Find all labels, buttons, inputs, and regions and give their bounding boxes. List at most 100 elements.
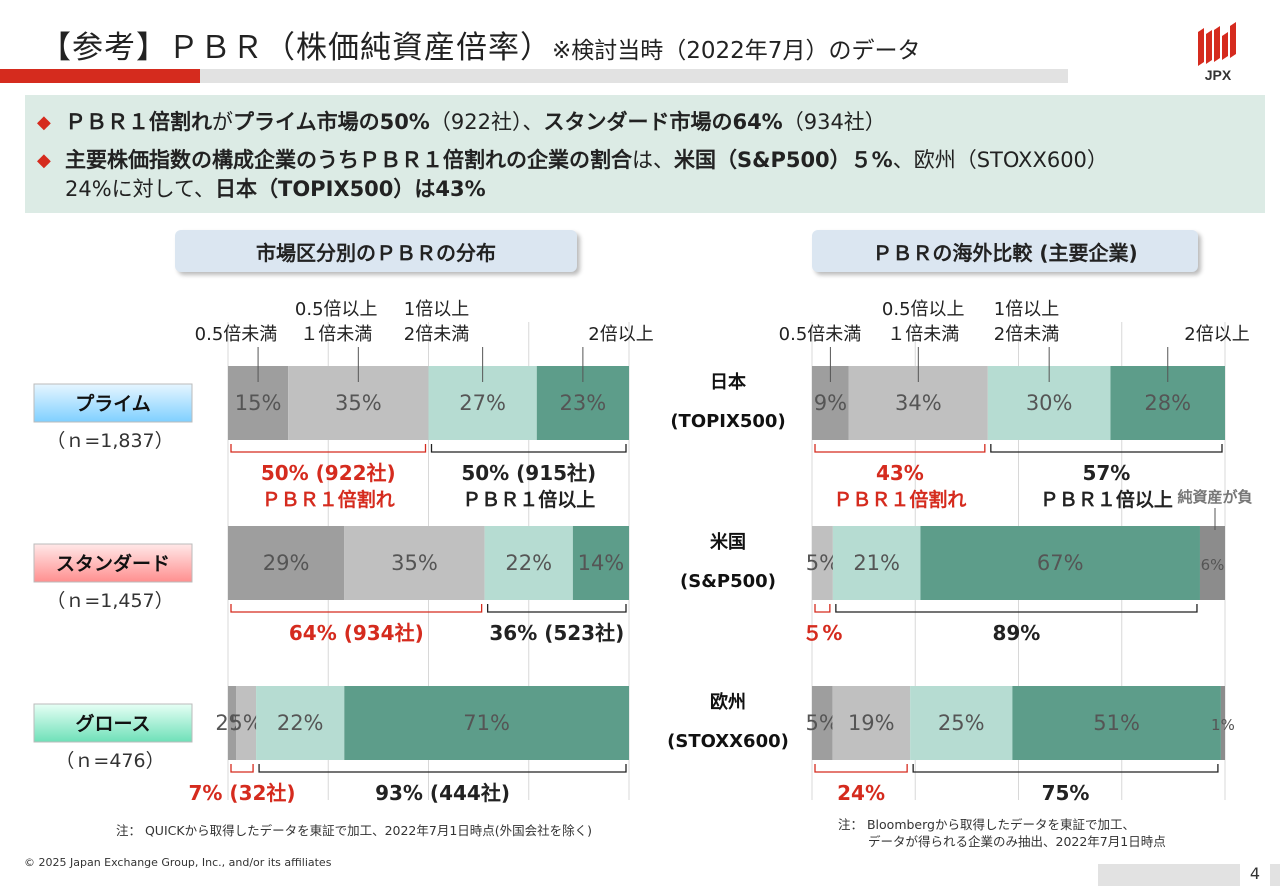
bar-segment — [1220, 686, 1225, 760]
bar-segment — [484, 526, 573, 600]
title-sub: ※検討当時（2022年7月）のデータ — [552, 38, 921, 64]
below-1x-share: 64% (934社) — [289, 621, 424, 645]
bar-segment — [228, 526, 345, 600]
category-header-label: 0.5倍以上 — [295, 299, 378, 320]
negative-equity-label: 純資産が負 — [1177, 488, 1252, 506]
category-header-label: 1倍以上 — [994, 299, 1059, 320]
market-label-box — [33, 543, 193, 583]
bar-value-label: 15% — [235, 391, 282, 415]
bracket-above-1x — [258, 764, 627, 773]
bar-segment — [344, 526, 485, 600]
bracket-below-1x — [230, 764, 254, 773]
bracket-below-1x — [814, 604, 831, 613]
below-1x-share: ５% — [802, 621, 842, 645]
bracket-above-1x — [990, 444, 1223, 453]
page-number: 4 — [1240, 864, 1270, 886]
market-name: グロース — [75, 712, 150, 735]
title-main: 【参考】ＰＢＲ（株価純資産倍率） — [40, 30, 552, 66]
bar-value-label: 6% — [1201, 556, 1225, 574]
jpx-logo: JPX — [1198, 22, 1236, 83]
footer-bar — [1098, 864, 1280, 886]
bar-value-label: 29% — [263, 551, 310, 575]
category-header-label: 1倍以上 — [404, 299, 469, 320]
bar-value-label: 22% — [505, 551, 552, 575]
page-title: 【参考】ＰＢＲ（株価純資産倍率）※検討当時（2022年7月）のデータ — [40, 22, 920, 67]
category-header-label: １倍未満 — [300, 324, 372, 345]
bar-segment — [228, 686, 237, 760]
chart-overseas-comparison: 0.5倍未満 0.5倍以上 １倍未満 1倍以上 2倍未満 2倍以上 9% 34% 30% 28% 4… — [667, 299, 1252, 805]
copyright: © 2025 Japan Exchange Group, Inc., and/o… — [24, 856, 332, 869]
below-1x-share: 43% — [876, 461, 924, 485]
bar-value-label: 35% — [335, 391, 382, 415]
bar-value-label: 28% — [1144, 391, 1191, 415]
title-underline-gray — [200, 69, 1068, 83]
region-index: (STOXX600) — [667, 731, 789, 752]
above-1x-share: 75% — [1042, 781, 1090, 805]
bar-segment — [920, 526, 1200, 600]
category-header-label: 0.5倍未満 — [195, 324, 278, 345]
above-1x-share: 57% — [1082, 461, 1130, 485]
logo-text: JPX — [1205, 67, 1232, 83]
bar-value-label: 34% — [895, 391, 942, 415]
bracket-below-1x — [230, 604, 483, 613]
bar-segment — [832, 686, 911, 760]
note-left: 注： QUICKから取得したデータを東証で加工、2022年7月1日時点(外国会社… — [116, 823, 593, 838]
bar-value-label: 67% — [1037, 551, 1084, 575]
bracket-below-1x — [230, 444, 427, 453]
bullet-diamond-icon: ◆ — [37, 112, 51, 133]
note-right-2: データが得られる企業のみ抽出、2022年7月1日時点 — [868, 834, 1166, 849]
bar-segment — [1012, 686, 1221, 760]
below-1x-share: 7% (32社) — [189, 781, 296, 805]
category-header-label: 0.5倍未満 — [779, 324, 862, 345]
bar-value-label: 25% — [938, 711, 985, 735]
region-name: 欧州 — [710, 691, 746, 713]
bar-value-label: 19% — [848, 711, 895, 735]
region-name: 米国 — [710, 531, 746, 553]
above-1x-share: 50% (915社) — [461, 461, 596, 485]
bracket-above-1x — [912, 764, 1219, 773]
summary-line-1: ＰＢＲ１倍割れがプライム市場の50%（922社）、スタンダード市場の64%（93… — [65, 110, 886, 134]
section-title-market: 市場区分別のＰＢＲの分布 — [175, 230, 577, 272]
bar-segment — [344, 686, 629, 760]
summary-line-2: 主要株価指数の構成企業のうちＰＢＲ１倍割れの企業の割合は、米国（S&P500）５… — [65, 148, 1108, 172]
bracket-below-1x — [814, 764, 908, 773]
market-label-box — [33, 703, 193, 743]
above-1x-share: 89% — [992, 621, 1040, 645]
summary-box: ＰＢＲ１倍割れがプライム市場の50%（922社）、スタンダード市場の64%（93… — [25, 95, 1265, 213]
category-header-label: 0.5倍以上 — [882, 299, 965, 320]
bar-value-label: 1% — [1211, 716, 1235, 734]
category-header-label: 2倍以上 — [1184, 324, 1249, 345]
above-1x-share: 36% (523社) — [489, 621, 624, 645]
bar-value-label: 22% — [277, 711, 324, 735]
bar-segment — [256, 686, 345, 760]
market-name: スタンダード — [56, 552, 170, 575]
below-1x-caption: ＰＢＲ１倍割れ — [833, 488, 966, 511]
below-1x-share: 24% — [837, 781, 885, 805]
bar-value-label: 23% — [560, 391, 607, 415]
below-1x-share: 50% (922社) — [261, 461, 396, 485]
bar-value-label: 30% — [1026, 391, 1073, 415]
chart-market-distribution: 0.5倍未満 0.5倍以上 １倍未満 1倍以上 2倍未満 2倍以上 15% 35% 27% 23%… — [33, 299, 654, 805]
bar-segment — [236, 686, 257, 760]
bracket-above-1x — [430, 444, 627, 453]
market-sample-size: （ｎ=476） — [55, 750, 164, 772]
market-sample-size: （ｎ=1,837） — [46, 430, 173, 452]
bar-segment — [832, 526, 921, 600]
category-header-label: １倍未満 — [887, 324, 959, 345]
summary-line-3: 24%に対して、日本（TOPIX500）は43% — [65, 177, 486, 201]
bracket-above-1x — [486, 604, 627, 613]
above-1x-share: 93% (444社) — [375, 781, 510, 805]
bar-value-label: 51% — [1093, 711, 1140, 735]
bullet-diamond-icon: ◆ — [37, 150, 51, 171]
bracket-below-1x — [814, 444, 986, 453]
region-index: (TOPIX500) — [670, 411, 785, 432]
bar-segment — [812, 686, 833, 760]
bar-value-label: 21% — [853, 551, 900, 575]
bar-value-label: 27% — [459, 391, 506, 415]
region-name: 日本 — [710, 371, 746, 393]
bracket-above-1x — [835, 604, 1198, 613]
bar-segment — [572, 526, 629, 600]
region-index: (S&P500) — [680, 571, 776, 592]
category-header-label: 2倍未満 — [994, 324, 1059, 345]
below-1x-caption: ＰＢＲ１倍割れ — [262, 488, 395, 511]
